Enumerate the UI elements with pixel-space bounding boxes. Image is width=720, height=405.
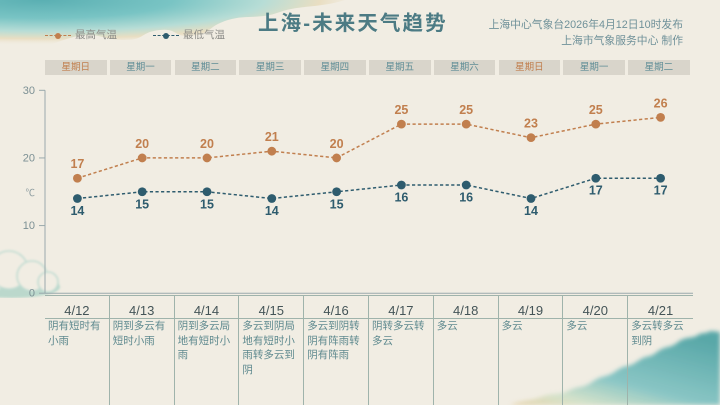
svg-text:20: 20 bbox=[330, 137, 344, 151]
svg-text:15: 15 bbox=[330, 197, 344, 211]
svg-text:14: 14 bbox=[70, 204, 84, 218]
svg-text:25: 25 bbox=[394, 103, 408, 117]
svg-text:14: 14 bbox=[265, 204, 279, 218]
svg-text:20: 20 bbox=[200, 137, 214, 151]
svg-text:21: 21 bbox=[265, 130, 279, 144]
svg-text:20: 20 bbox=[135, 137, 149, 151]
svg-text:15: 15 bbox=[200, 197, 214, 211]
svg-text:16: 16 bbox=[459, 190, 473, 204]
svg-text:30: 30 bbox=[23, 85, 35, 97]
svg-text:℃: ℃ bbox=[25, 188, 35, 199]
svg-text:25: 25 bbox=[589, 103, 603, 117]
svg-text:15: 15 bbox=[135, 197, 149, 211]
svg-text:20: 20 bbox=[23, 152, 35, 164]
svg-text:25: 25 bbox=[459, 103, 473, 117]
svg-text:17: 17 bbox=[654, 184, 668, 198]
svg-text:26: 26 bbox=[654, 96, 668, 110]
svg-text:17: 17 bbox=[70, 157, 84, 171]
svg-text:0: 0 bbox=[29, 288, 35, 300]
svg-text:16: 16 bbox=[394, 190, 408, 204]
svg-text:23: 23 bbox=[524, 117, 538, 131]
svg-text:17: 17 bbox=[589, 184, 603, 198]
svg-text:10: 10 bbox=[23, 220, 35, 232]
svg-text:14: 14 bbox=[524, 204, 538, 218]
